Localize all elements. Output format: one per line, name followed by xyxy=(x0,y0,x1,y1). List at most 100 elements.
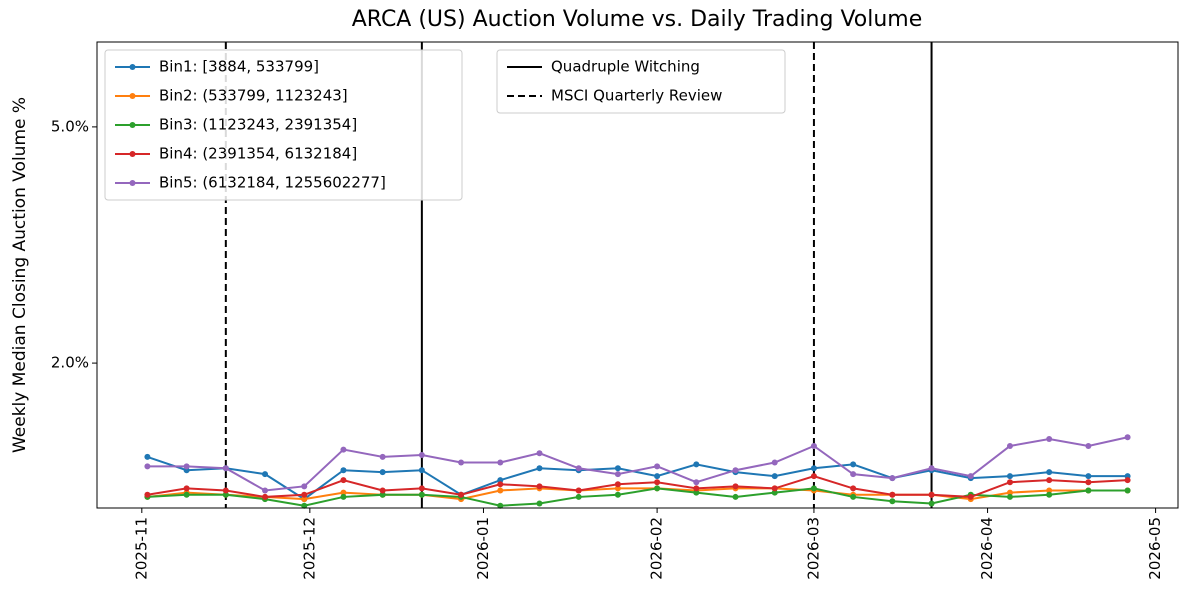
data-point xyxy=(614,465,621,472)
data-point xyxy=(262,471,269,478)
data-point xyxy=(771,485,778,492)
data-point xyxy=(850,471,857,478)
data-point xyxy=(967,493,974,500)
data-point xyxy=(379,491,386,498)
data-point xyxy=(144,453,151,460)
data-point xyxy=(418,467,425,474)
data-point xyxy=(732,483,739,490)
data-point xyxy=(340,489,347,496)
data-point xyxy=(458,491,465,498)
data-point xyxy=(575,487,582,494)
legend-marker xyxy=(129,93,136,99)
legend-label: Bin4: (2391354, 6132184] xyxy=(159,145,357,163)
data-point xyxy=(654,479,661,486)
data-point xyxy=(1124,477,1131,484)
data-point xyxy=(1006,473,1013,480)
data-point xyxy=(497,459,504,466)
legend-box xyxy=(104,49,463,201)
data-point xyxy=(301,502,308,509)
legend-label: Bin5: (6132184, 1255602277] xyxy=(159,174,386,192)
data-point xyxy=(614,481,621,488)
x-tick-label: 2025-12 xyxy=(300,517,318,580)
data-point xyxy=(497,481,504,488)
legend-marker xyxy=(129,122,136,128)
data-point xyxy=(850,493,857,500)
data-point xyxy=(458,459,465,466)
series-line xyxy=(147,487,1128,501)
y-axis-label: Weekly Median Closing Auction Volume % xyxy=(10,97,30,453)
data-point xyxy=(889,491,896,498)
data-point xyxy=(967,473,974,480)
legend-label: Bin2: (533799, 1123243] xyxy=(159,87,348,105)
data-point xyxy=(771,489,778,496)
data-point xyxy=(222,487,229,494)
legend-label: MSCI Quarterly Review xyxy=(551,87,722,105)
data-point xyxy=(614,471,621,478)
data-point xyxy=(301,483,308,490)
x-tick-label: 2026-04 xyxy=(978,517,996,580)
data-point xyxy=(183,463,190,470)
data-point xyxy=(732,493,739,500)
data-point xyxy=(1085,442,1092,449)
y-tick-label: 2.0% xyxy=(51,354,89,372)
data-point xyxy=(1006,489,1013,496)
x-tick-label: 2026-05 xyxy=(1146,517,1164,580)
legend-label: Quadruple Witching xyxy=(551,58,700,76)
data-point xyxy=(340,477,347,484)
data-point xyxy=(889,475,896,482)
data-point xyxy=(850,461,857,468)
data-point xyxy=(536,483,543,490)
data-point xyxy=(810,465,817,472)
plot-frame xyxy=(96,41,1179,509)
data-point xyxy=(654,463,661,470)
data-point xyxy=(1085,479,1092,486)
data-point xyxy=(1006,493,1013,500)
legend-label: Bin1: [3884, 533799] xyxy=(159,58,319,76)
data-point xyxy=(693,489,700,496)
data-point xyxy=(1046,435,1053,442)
data-point xyxy=(379,469,386,476)
data-point xyxy=(340,446,347,453)
data-point xyxy=(1046,491,1053,498)
data-point xyxy=(810,473,817,480)
data-point xyxy=(301,491,308,498)
chart-title: ARCA (US) Auction Volume vs. Daily Tradi… xyxy=(352,7,923,32)
legend-marker xyxy=(129,180,136,186)
x-tick-label: 2026-01 xyxy=(474,517,492,580)
data-point xyxy=(418,452,425,459)
data-point xyxy=(262,487,269,494)
data-point xyxy=(693,461,700,468)
data-point xyxy=(1085,473,1092,480)
data-point xyxy=(379,453,386,460)
data-point xyxy=(144,463,151,470)
data-point xyxy=(497,487,504,494)
data-point xyxy=(732,467,739,474)
data-point xyxy=(222,465,229,472)
x-tick-label: 2026-03 xyxy=(804,517,822,580)
data-point xyxy=(497,502,504,509)
series-line xyxy=(147,475,1128,498)
x-tick-label: 2026-02 xyxy=(648,517,666,580)
data-point xyxy=(340,467,347,474)
data-point xyxy=(1046,469,1053,476)
data-point xyxy=(810,442,817,449)
series-line xyxy=(147,455,1128,501)
data-point xyxy=(850,485,857,492)
data-point xyxy=(654,485,661,492)
legend-marker xyxy=(129,64,136,70)
legend-marker xyxy=(129,151,136,157)
data-point xyxy=(614,491,621,498)
data-point xyxy=(928,500,935,507)
data-point xyxy=(1085,487,1092,494)
data-point xyxy=(575,465,582,472)
data-point xyxy=(771,473,778,480)
data-point xyxy=(1006,442,1013,449)
data-point xyxy=(183,491,190,498)
data-point xyxy=(379,487,386,494)
data-point xyxy=(418,491,425,498)
data-point xyxy=(418,485,425,492)
data-point xyxy=(1006,479,1013,486)
data-point xyxy=(889,498,896,505)
data-point xyxy=(614,485,621,492)
